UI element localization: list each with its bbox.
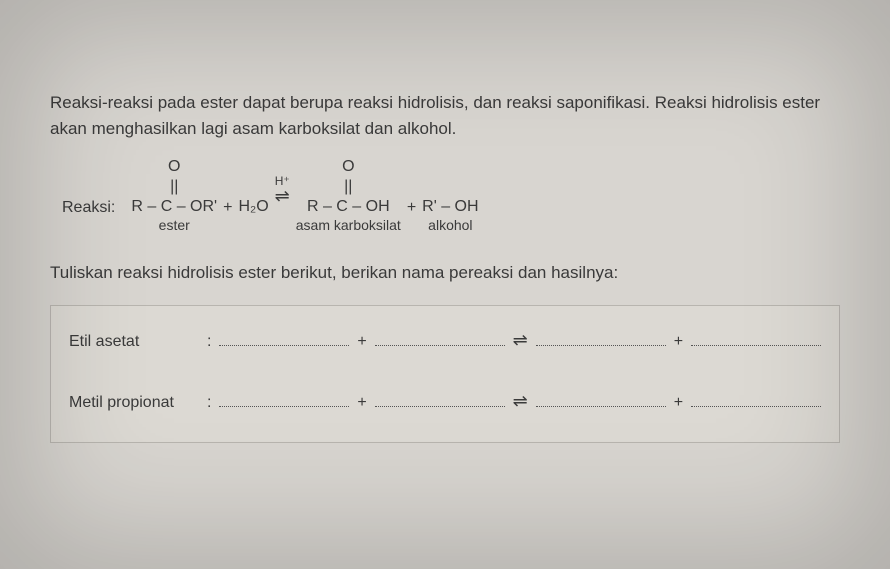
alcohol-main: R' – OH bbox=[422, 197, 478, 217]
plus-sym: + bbox=[674, 333, 683, 351]
blank-field[interactable] bbox=[219, 332, 349, 346]
eq-catalyst: H⁺ bbox=[275, 175, 290, 187]
acid-main: R – C – OH bbox=[307, 197, 390, 217]
intro-paragraph: Reaksi-reaksi pada ester dapat berupa re… bbox=[50, 90, 840, 143]
acid-double-bond: || bbox=[344, 177, 352, 197]
acid-sub: asam karboksilat bbox=[296, 217, 401, 235]
molecule-acid: O || R – C – OH asam karboksilat bbox=[296, 157, 401, 235]
reagent-name-2: Metil propionat bbox=[69, 394, 199, 412]
blank-field[interactable] bbox=[691, 393, 821, 407]
acid-o: O bbox=[342, 157, 354, 177]
ester-double-bond: || bbox=[170, 177, 178, 197]
molecule-water: H₂O bbox=[238, 157, 268, 235]
plus-1: + bbox=[223, 199, 232, 235]
ester-o: O bbox=[168, 157, 180, 177]
reaction-scheme: Reaksi: O || R – C – OR' ester + H₂O H⁺ … bbox=[62, 157, 840, 235]
instruction-text: Tuliskan reaksi hidrolisis ester berikut… bbox=[50, 263, 840, 283]
blank-field[interactable] bbox=[536, 332, 666, 346]
blank-field[interactable] bbox=[691, 332, 821, 346]
equilibrium-arrow: H⁺ ⇌ bbox=[275, 175, 290, 235]
colon: : bbox=[207, 394, 211, 412]
water-main: H₂O bbox=[238, 197, 268, 217]
blank-field[interactable] bbox=[375, 393, 505, 407]
reagent-name-1: Etil asetat bbox=[69, 333, 199, 351]
plus-sym: + bbox=[357, 394, 366, 412]
plus-sym: + bbox=[674, 394, 683, 412]
answer-row: Metil propionat : + ⇌ + bbox=[69, 391, 821, 412]
ester-sub: ester bbox=[159, 217, 190, 235]
answer-row: Etil asetat : + ⇌ + bbox=[69, 330, 821, 351]
molecule-ester: O || R – C – OR' ester bbox=[131, 157, 217, 235]
molecule-alcohol: R' – OH alkohol bbox=[422, 157, 478, 235]
ester-main: R – C – OR' bbox=[131, 197, 217, 217]
colon: : bbox=[207, 333, 211, 351]
answer-box: Etil asetat : + ⇌ + Metil propionat : + … bbox=[50, 305, 840, 443]
eq-sym: ⇌ bbox=[513, 330, 528, 351]
eq-arrow-glyph: ⇌ bbox=[275, 187, 290, 205]
blank-field[interactable] bbox=[536, 393, 666, 407]
reaction-label: Reaksi: bbox=[62, 199, 115, 235]
plus-2: + bbox=[407, 199, 416, 235]
plus-sym: + bbox=[357, 333, 366, 351]
blank-field[interactable] bbox=[219, 393, 349, 407]
alcohol-sub: alkohol bbox=[428, 217, 472, 235]
eq-sym: ⇌ bbox=[513, 391, 528, 412]
blank-field[interactable] bbox=[375, 332, 505, 346]
